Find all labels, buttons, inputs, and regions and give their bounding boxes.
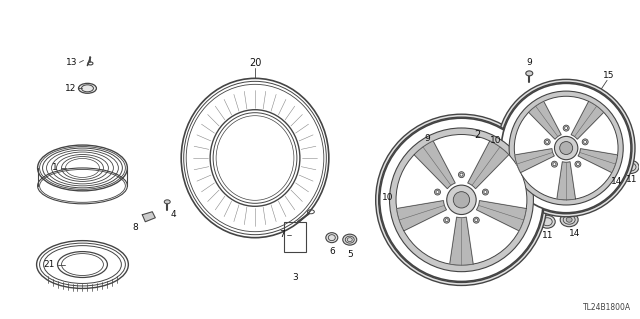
- Ellipse shape: [326, 233, 338, 243]
- Polygon shape: [476, 201, 526, 231]
- Polygon shape: [414, 141, 455, 189]
- Text: 10: 10: [382, 193, 394, 202]
- Text: 1: 1: [52, 163, 58, 173]
- Ellipse shape: [566, 217, 572, 222]
- Ellipse shape: [546, 140, 548, 143]
- Ellipse shape: [540, 215, 556, 228]
- Ellipse shape: [164, 200, 170, 204]
- Ellipse shape: [554, 137, 578, 160]
- Ellipse shape: [560, 213, 578, 227]
- Text: 3: 3: [292, 273, 298, 282]
- Ellipse shape: [445, 219, 448, 222]
- Ellipse shape: [544, 139, 550, 145]
- Ellipse shape: [577, 163, 579, 166]
- Ellipse shape: [553, 163, 556, 166]
- Text: 6: 6: [329, 247, 335, 256]
- Polygon shape: [450, 217, 473, 265]
- Text: 14: 14: [611, 177, 623, 186]
- Ellipse shape: [343, 234, 356, 245]
- Text: 11: 11: [541, 231, 553, 240]
- Ellipse shape: [484, 190, 487, 194]
- Text: 14: 14: [568, 229, 580, 238]
- Text: 20: 20: [249, 58, 261, 68]
- Polygon shape: [142, 212, 156, 222]
- Ellipse shape: [473, 217, 479, 223]
- Ellipse shape: [604, 161, 622, 175]
- Polygon shape: [515, 149, 554, 173]
- Ellipse shape: [497, 79, 635, 217]
- Text: 9: 9: [425, 134, 431, 143]
- Polygon shape: [571, 101, 604, 139]
- Text: 7: 7: [279, 230, 285, 239]
- Ellipse shape: [436, 190, 439, 194]
- Ellipse shape: [79, 83, 97, 93]
- Ellipse shape: [483, 189, 488, 195]
- Ellipse shape: [500, 82, 632, 214]
- Polygon shape: [557, 162, 575, 200]
- Polygon shape: [578, 149, 618, 173]
- Ellipse shape: [584, 140, 587, 143]
- Text: 12: 12: [65, 84, 76, 93]
- Ellipse shape: [552, 161, 557, 167]
- Ellipse shape: [397, 193, 410, 202]
- Polygon shape: [529, 101, 561, 139]
- Ellipse shape: [379, 117, 544, 282]
- Ellipse shape: [564, 127, 568, 130]
- Ellipse shape: [509, 91, 623, 205]
- Text: 5: 5: [347, 250, 353, 259]
- Ellipse shape: [376, 114, 547, 286]
- Text: 9: 9: [527, 58, 532, 67]
- Text: 13: 13: [66, 58, 77, 67]
- Ellipse shape: [575, 161, 581, 167]
- Ellipse shape: [453, 192, 470, 208]
- Ellipse shape: [396, 135, 527, 265]
- Text: TL24B1800A: TL24B1800A: [583, 303, 631, 312]
- Text: 4: 4: [170, 210, 176, 219]
- Text: 2: 2: [474, 130, 481, 140]
- Ellipse shape: [501, 83, 631, 213]
- Ellipse shape: [475, 219, 477, 222]
- Polygon shape: [397, 201, 447, 231]
- Ellipse shape: [458, 172, 465, 178]
- Text: 8: 8: [132, 223, 138, 232]
- Ellipse shape: [623, 160, 639, 174]
- Ellipse shape: [515, 96, 618, 200]
- Text: 21: 21: [43, 260, 54, 269]
- Ellipse shape: [526, 71, 532, 76]
- Ellipse shape: [435, 189, 440, 195]
- Ellipse shape: [444, 217, 450, 223]
- Ellipse shape: [390, 128, 533, 272]
- Text: 10: 10: [490, 136, 501, 145]
- Ellipse shape: [460, 173, 463, 176]
- Ellipse shape: [560, 142, 573, 154]
- Text: 15: 15: [604, 71, 615, 80]
- Ellipse shape: [610, 166, 616, 170]
- Ellipse shape: [447, 185, 476, 214]
- Ellipse shape: [505, 136, 518, 145]
- Ellipse shape: [582, 139, 588, 145]
- Ellipse shape: [424, 145, 431, 151]
- Polygon shape: [468, 141, 509, 189]
- Ellipse shape: [380, 118, 543, 281]
- Text: 11: 11: [627, 175, 637, 184]
- Ellipse shape: [563, 125, 569, 131]
